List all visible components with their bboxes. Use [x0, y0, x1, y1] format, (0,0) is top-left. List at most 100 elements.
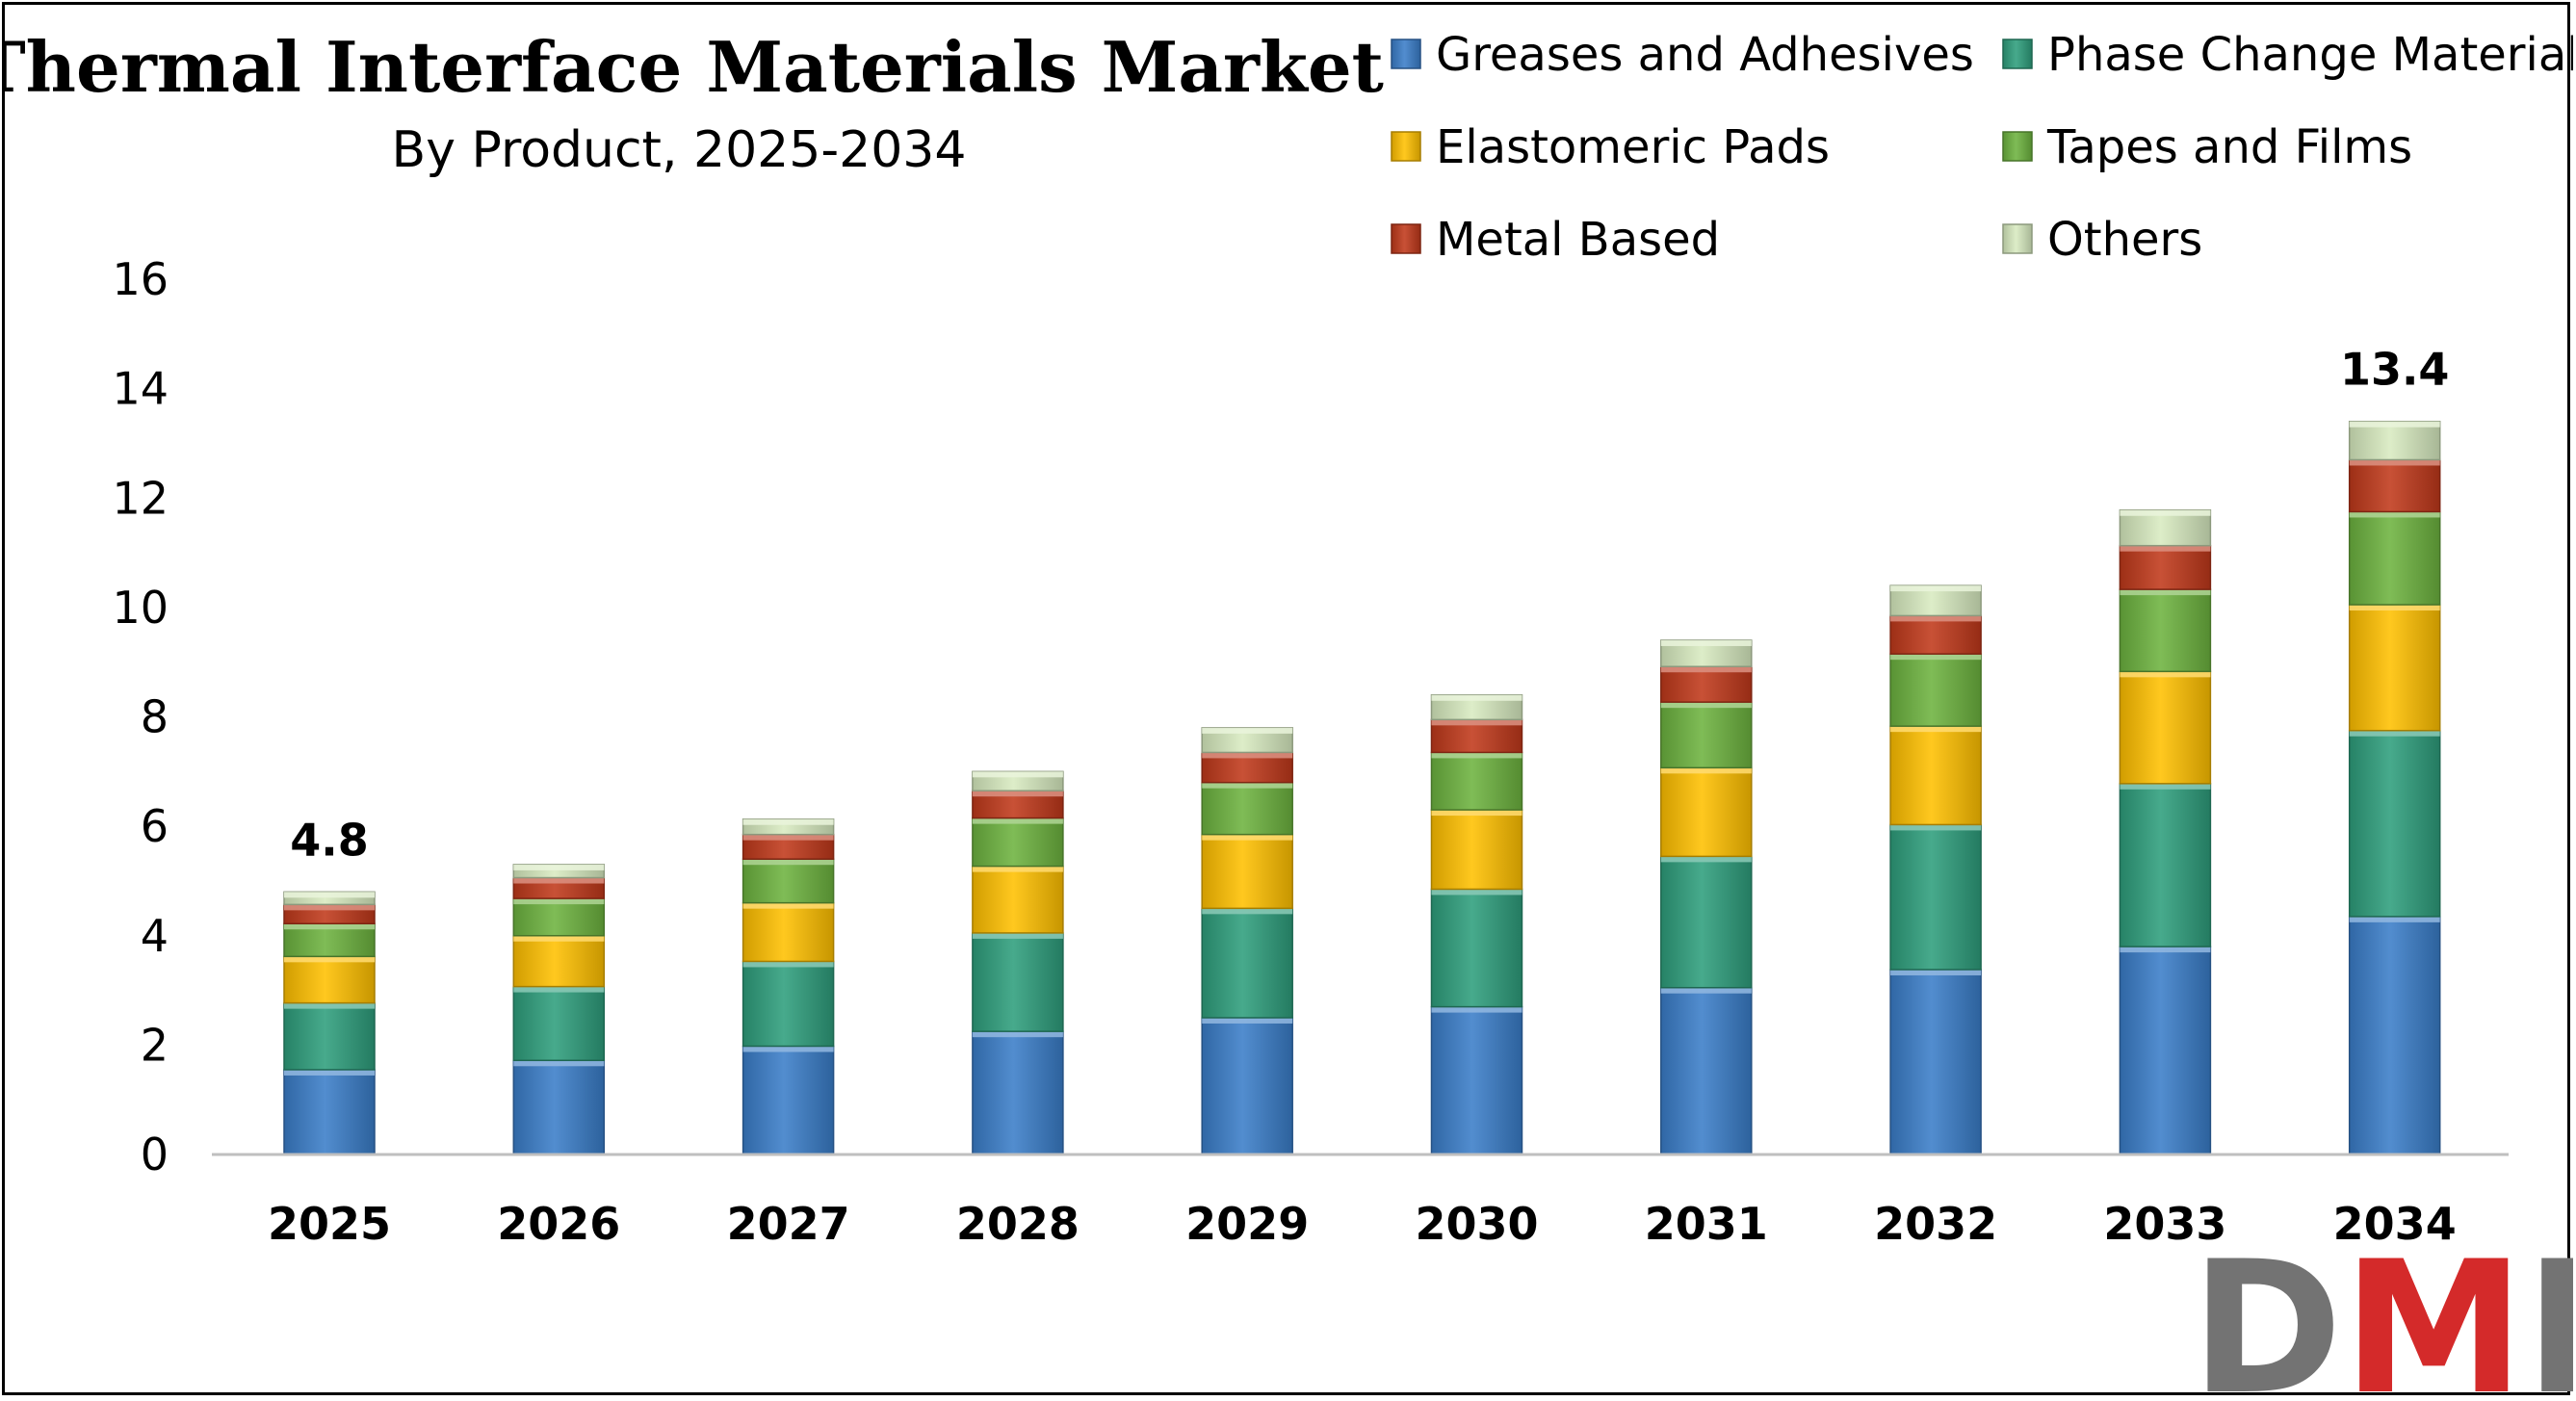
bar-highlight-others-2031: [1660, 639, 1752, 646]
bar-elastomeric-pads-2026: [512, 935, 606, 988]
y-tick-label: 2: [141, 1019, 169, 1071]
bar-elastomeric-pads-2027: [742, 901, 835, 963]
chart-subtitle: By Product, 2025-2034: [392, 121, 967, 179]
bar-highlight-metal-based-2033: [2120, 545, 2211, 552]
bar-elastomeric-pads-2034: [2348, 604, 2441, 732]
bar-highlight-elastomeric-pads-2030: [1431, 810, 1522, 817]
bar-highlight-others-2030: [1431, 694, 1522, 701]
bar-greases-and-adhesives-2029: [1201, 1017, 1293, 1155]
bar-highlight-greases-and-adhesives-2030: [1431, 1006, 1522, 1013]
legend-label-others: Others: [2047, 213, 2202, 267]
bar-highlight-greases-and-adhesives-2028: [972, 1031, 1063, 1038]
x-tick-label-2028: 2028: [956, 1198, 1080, 1250]
bar-stack-2025: [283, 891, 376, 1155]
bar-highlight-greases-and-adhesives-2032: [1890, 969, 1982, 975]
legend-item-metal-based: Metal Based: [1391, 213, 1720, 267]
legend-item-phase-change-materials: Phase Change Materials: [2002, 28, 2573, 82]
x-tick-label-2034: 2034: [2333, 1198, 2457, 1250]
bar-highlight-elastomeric-pads-2031: [1660, 767, 1752, 774]
bar-greases-and-adhesives-2026: [512, 1059, 606, 1155]
logo-letter-m: M: [2343, 1222, 2525, 1398]
legend-swatch-others: [2002, 223, 2033, 254]
bar-highlight-others-2032: [1890, 585, 1982, 592]
bar-highlight-metal-based-2029: [1202, 752, 1293, 759]
x-axis: 2025 2026 2027 2028 2029 2030 2031 2032 2033 2034: [212, 1153, 2509, 1250]
bar-metal-based-2033: [2119, 544, 2212, 590]
x-tick-label-2027: 2027: [727, 1198, 850, 1250]
bar-stack-2027: [742, 817, 835, 1155]
bar-highlight-metal-based-2028: [972, 791, 1063, 797]
bar-highlight-tapes-and-films-2025: [284, 923, 375, 930]
y-tick-label: 0: [141, 1129, 169, 1180]
bar-highlight-tapes-and-films-2028: [972, 817, 1063, 824]
y-tick-label: 4: [141, 910, 169, 962]
bar-others-2033: [2119, 508, 2212, 547]
legend-swatch-elastomeric-pads: [1391, 131, 1421, 162]
legend-label-elastomeric-pads: Elastomeric Pads: [1436, 120, 1830, 174]
bar-stack-2026: [512, 864, 606, 1155]
bar-highlight-others-2029: [1202, 727, 1293, 734]
legend-label-phase-change-materials: Phase Change Materials: [2047, 28, 2573, 82]
bar-tapes-and-films-2034: [2348, 510, 2441, 606]
bar-tapes-and-films-2029: [1201, 781, 1293, 836]
bar-elastomeric-pads-2033: [2119, 670, 2212, 785]
y-tick-label: 12: [112, 472, 169, 524]
bar-highlight-phase-change-materials-2032: [1890, 824, 1982, 831]
bar-highlight-tapes-and-films-2032: [1890, 654, 1982, 661]
bar-highlight-metal-based-2026: [513, 877, 605, 884]
legend-item-greases-and-adhesives: Greases and Adhesives: [1391, 28, 1974, 82]
bar-highlight-phase-change-materials-2033: [2120, 783, 2211, 790]
bar-highlight-metal-based-2034: [2349, 459, 2440, 466]
legend-swatch-metal-based: [1391, 223, 1421, 254]
bar-phase-change-materials-2025: [283, 1001, 376, 1071]
bar-highlight-phase-change-materials-2031: [1660, 856, 1752, 863]
legend-swatch-phase-change-materials: [2002, 39, 2033, 69]
legend-swatch-tapes-and-films: [2002, 131, 2033, 162]
bar-highlight-phase-change-materials-2029: [1202, 908, 1293, 915]
dmr-logo: DMR: [2191, 1222, 2573, 1398]
bar-metal-based-2032: [1889, 614, 1982, 655]
legend: Greases and Adhesives Phase Change Materi…: [1391, 28, 2573, 267]
bar-tapes-and-films-2031: [1660, 701, 1753, 769]
bars: [283, 420, 2441, 1155]
bar-phase-change-materials-2028: [972, 932, 1064, 1032]
bar-elastomeric-pads-2029: [1201, 833, 1293, 910]
bar-tapes-and-films-2028: [972, 817, 1064, 868]
x-tick-label-2030: 2030: [1415, 1198, 1538, 1250]
bar-stack-2030: [1430, 694, 1523, 1155]
bar-highlight-others-2033: [2120, 509, 2211, 516]
bar-tapes-and-films-2032: [1889, 653, 1982, 727]
bar-greases-and-adhesives-2025: [283, 1069, 376, 1155]
bar-highlight-elastomeric-pads-2029: [1202, 834, 1293, 841]
bar-stack-2033: [2119, 508, 2212, 1155]
y-tick-label: 6: [141, 800, 169, 852]
bar-elastomeric-pads-2031: [1660, 766, 1753, 858]
x-tick-label-2026: 2026: [497, 1198, 620, 1250]
bar-greases-and-adhesives-2034: [2348, 916, 2441, 1155]
bar-highlight-others-2028: [972, 771, 1063, 778]
bar-highlight-tapes-and-films-2034: [2349, 511, 2440, 518]
bar-highlight-phase-change-materials-2028: [972, 932, 1063, 939]
legend-item-elastomeric-pads: Elastomeric Pads: [1391, 120, 1830, 174]
logo-letter-d: D: [2191, 1222, 2343, 1398]
bar-phase-change-materials-2026: [512, 985, 606, 1062]
y-tick-label: 8: [141, 691, 169, 743]
bar-highlight-greases-and-adhesives-2025: [284, 1069, 375, 1076]
bar-highlight-others-2026: [513, 864, 605, 870]
bar-highlight-tapes-and-films-2031: [1660, 702, 1752, 709]
bar-highlight-elastomeric-pads-2026: [513, 935, 605, 942]
bar-greases-and-adhesives-2033: [2119, 946, 2212, 1155]
chart-svg: Thermal Interface Materials Market By Pr…: [5, 26, 2573, 1398]
bar-others-2034: [2348, 420, 2441, 461]
legend-swatch-greases-and-adhesives: [1391, 39, 1421, 69]
legend-label-tapes-and-films: Tapes and Films: [2046, 120, 2412, 174]
bar-highlight-metal-based-2032: [1890, 615, 1982, 622]
svg-text:DMR: DMR: [2191, 1222, 2573, 1398]
x-tick-label-2029: 2029: [1185, 1198, 1309, 1250]
bar-highlight-phase-change-materials-2026: [513, 986, 605, 993]
bar-phase-change-materials-2032: [1889, 823, 1982, 971]
bar-highlight-others-2027: [742, 818, 834, 825]
bar-highlight-elastomeric-pads-2032: [1890, 726, 1982, 733]
data-label-2025: 4.8: [290, 814, 369, 866]
bar-tapes-and-films-2026: [512, 897, 606, 937]
